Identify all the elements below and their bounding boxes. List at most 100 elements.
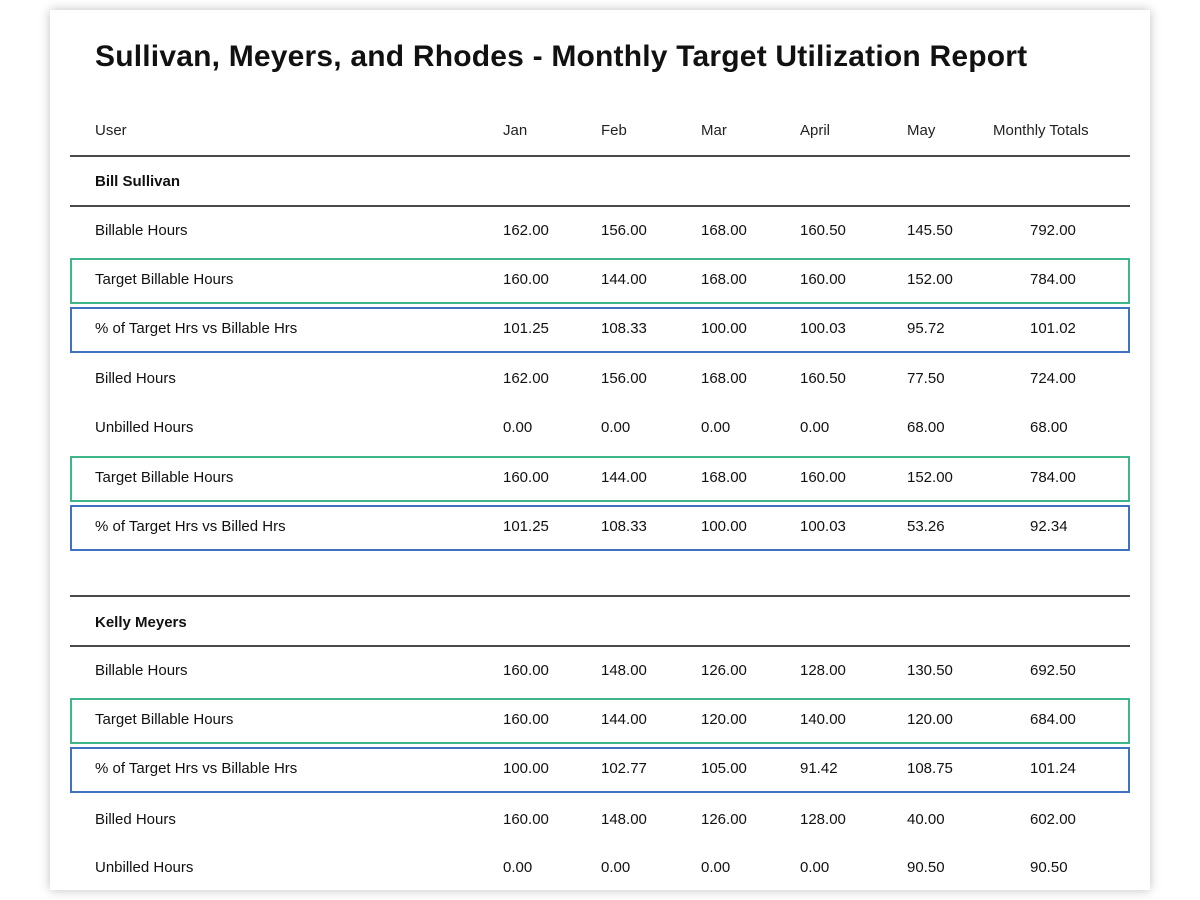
cell-may: 152.00: [907, 469, 953, 486]
cell-total: 101.24: [1030, 760, 1076, 777]
row-label: Billed Hours: [95, 811, 176, 828]
column-header-april: April: [800, 122, 831, 139]
cell-april: 100.03: [800, 320, 846, 337]
cell-feb: 108.33: [601, 320, 647, 337]
table-row-percent-highlight: % of Target Hrs vs Billable Hrs 100.00 1…: [70, 747, 1130, 793]
user-divider: [70, 645, 1130, 647]
cell-april: 140.00: [800, 711, 846, 728]
cell-may: 152.00: [907, 271, 953, 288]
user-name: Kelly Meyers: [95, 614, 187, 631]
cell-total: 784.00: [1030, 271, 1076, 288]
cell-mar: 120.00: [701, 711, 747, 728]
row-label: Target Billable Hours: [95, 271, 234, 288]
cell-feb: 102.77: [601, 760, 647, 777]
cell-april: 128.00: [800, 662, 846, 679]
table-row: Billed Hours 160.00 148.00 126.00 128.00…: [70, 798, 1130, 842]
cell-total: 792.00: [1030, 222, 1076, 239]
row-label: Target Billable Hours: [95, 711, 234, 728]
cell-jan: 162.00: [503, 222, 549, 239]
cell-mar: 105.00: [701, 760, 747, 777]
cell-may: 90.50: [907, 859, 945, 876]
cell-total: 90.50: [1030, 859, 1068, 876]
user-heading-kelly-meyers: Kelly Meyers: [70, 601, 1130, 645]
cell-jan: 162.00: [503, 370, 549, 387]
cell-feb: 156.00: [601, 370, 647, 387]
report-sheet: Sullivan, Meyers, and Rhodes - Monthly T…: [50, 10, 1150, 890]
user-name: Bill Sullivan: [95, 173, 181, 190]
section-divider: [70, 595, 1130, 597]
cell-total: 68.00: [1030, 419, 1068, 436]
row-label: Billable Hours: [95, 662, 188, 679]
cell-jan: 0.00: [503, 419, 533, 436]
cell-jan: 160.00: [503, 811, 549, 828]
cell-may: 108.75: [907, 760, 953, 777]
table-row-target-highlight: Target Billable Hours 160.00 144.00 120.…: [70, 698, 1130, 744]
cell-feb: 0.00: [601, 859, 631, 876]
row-label: Unbilled Hours: [95, 419, 194, 436]
cell-may: 130.50: [907, 662, 953, 679]
table-row-percent-highlight: % of Target Hrs vs Billed Hrs 101.25 108…: [70, 505, 1130, 551]
cell-feb: 108.33: [601, 518, 647, 535]
cell-mar: 100.00: [701, 320, 747, 337]
cell-feb: 0.00: [601, 419, 631, 436]
cell-april: 160.50: [800, 222, 846, 239]
cell-mar: 168.00: [701, 222, 747, 239]
table-row: Unbilled Hours 0.00 0.00 0.00 0.00 68.00…: [70, 406, 1130, 450]
table-row-target-highlight: Target Billable Hours 160.00 144.00 168.…: [70, 258, 1130, 304]
table-row: Billed Hours 162.00 156.00 168.00 160.50…: [70, 357, 1130, 401]
cell-april: 100.03: [800, 518, 846, 535]
cell-feb: 156.00: [601, 222, 647, 239]
cell-april: 0.00: [800, 419, 830, 436]
cell-total: 784.00: [1030, 469, 1076, 486]
cell-april: 160.00: [800, 271, 846, 288]
cell-may: 40.00: [907, 811, 945, 828]
row-label: Target Billable Hours: [95, 469, 234, 486]
cell-total: 602.00: [1030, 811, 1076, 828]
row-label: % of Target Hrs vs Billed Hrs: [95, 518, 286, 535]
row-label: Unbilled Hours: [95, 859, 194, 876]
row-label: Billed Hours: [95, 370, 176, 387]
user-divider: [70, 205, 1130, 207]
cell-feb: 144.00: [601, 711, 647, 728]
cell-mar: 168.00: [701, 469, 747, 486]
cell-jan: 160.00: [503, 469, 549, 486]
column-header-feb: Feb: [601, 122, 627, 139]
cell-feb: 148.00: [601, 811, 647, 828]
cell-jan: 100.00: [503, 760, 549, 777]
cell-may: 95.72: [907, 320, 945, 337]
cell-mar: 168.00: [701, 370, 747, 387]
cell-jan: 160.00: [503, 271, 549, 288]
cell-jan: 160.00: [503, 711, 549, 728]
cell-feb: 144.00: [601, 469, 647, 486]
cell-april: 0.00: [800, 859, 830, 876]
cell-total: 101.02: [1030, 320, 1076, 337]
table-row-target-highlight: Target Billable Hours 160.00 144.00 168.…: [70, 456, 1130, 502]
header-divider: [70, 155, 1130, 157]
cell-mar: 168.00: [701, 271, 747, 288]
cell-may: 53.26: [907, 518, 945, 535]
cell-jan: 101.25: [503, 320, 549, 337]
cell-april: 128.00: [800, 811, 846, 828]
table-row: Billable Hours 162.00 156.00 168.00 160.…: [70, 209, 1130, 253]
column-header-jan: Jan: [503, 122, 528, 139]
cell-april: 160.00: [800, 469, 846, 486]
cell-total: 692.50: [1030, 662, 1076, 679]
cell-mar: 126.00: [701, 811, 747, 828]
report-title: Sullivan, Meyers, and Rhodes - Monthly T…: [95, 40, 1028, 73]
table-row: Billable Hours 160.00 148.00 126.00 128.…: [70, 649, 1130, 693]
cell-total: 684.00: [1030, 711, 1076, 728]
cell-may: 120.00: [907, 711, 953, 728]
cell-mar: 0.00: [701, 859, 731, 876]
cell-jan: 101.25: [503, 518, 549, 535]
cell-mar: 0.00: [701, 419, 731, 436]
column-header-row: User Jan Feb Mar April May Monthly Total…: [70, 109, 1130, 153]
user-heading-bill-sullivan: Bill Sullivan: [70, 160, 1130, 204]
cell-jan: 160.00: [503, 662, 549, 679]
cell-may: 145.50: [907, 222, 953, 239]
column-header-mar: Mar: [701, 122, 727, 139]
cell-april: 91.42: [800, 760, 838, 777]
row-label: % of Target Hrs vs Billable Hrs: [95, 760, 298, 777]
cell-feb: 144.00: [601, 271, 647, 288]
cell-may: 68.00: [907, 419, 945, 436]
column-header-user: User: [95, 122, 127, 139]
